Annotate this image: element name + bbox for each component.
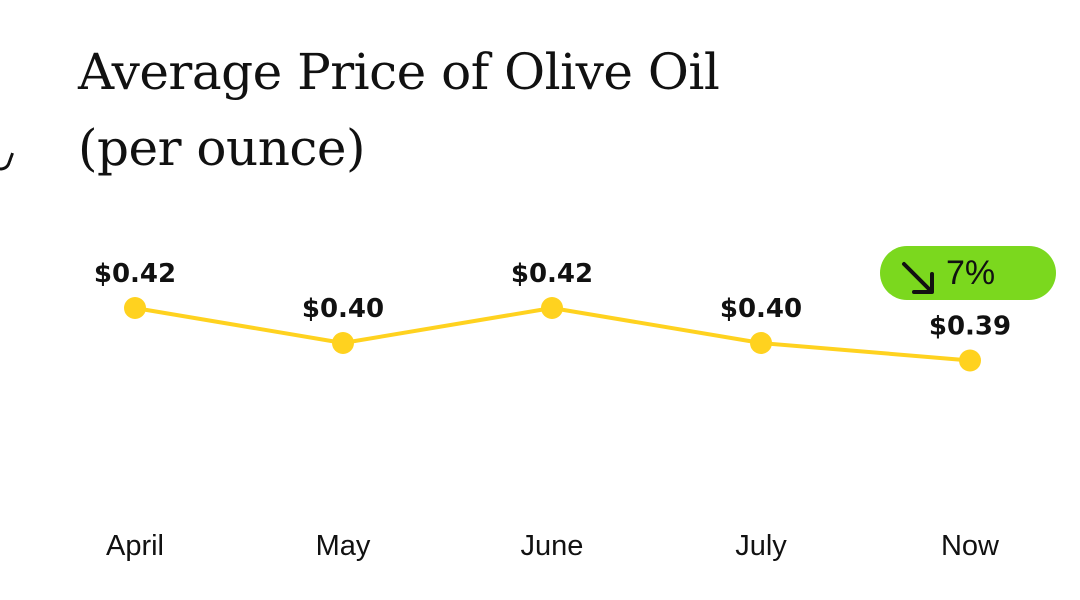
x-tick-label: May bbox=[316, 530, 371, 562]
change-badge: 7% bbox=[880, 246, 1056, 300]
change-percent: 7% bbox=[946, 253, 996, 292]
data-point bbox=[541, 297, 563, 319]
data-point bbox=[124, 297, 146, 319]
data-point bbox=[959, 349, 981, 372]
x-tick-label: April bbox=[106, 530, 164, 562]
chart-title-line-2: (per ounce) bbox=[78, 119, 366, 177]
data-label: $0.39 bbox=[929, 312, 1011, 342]
data-label: $0.42 bbox=[94, 259, 176, 289]
data-label: $0.42 bbox=[511, 259, 593, 289]
data-label: $0.40 bbox=[720, 294, 802, 324]
x-tick-label: Now bbox=[941, 530, 1000, 562]
data-point bbox=[332, 332, 354, 354]
chart-title-line-1: Average Price of Olive Oil bbox=[78, 43, 720, 101]
x-tick-label: June bbox=[521, 530, 584, 562]
data-label: $0.40 bbox=[302, 294, 384, 324]
x-tick-label: July bbox=[735, 530, 787, 562]
arrow-down-right-icon bbox=[902, 262, 934, 294]
data-point bbox=[750, 332, 772, 354]
chart-title: Average Price of Olive Oil (per ounce) bbox=[78, 34, 978, 186]
